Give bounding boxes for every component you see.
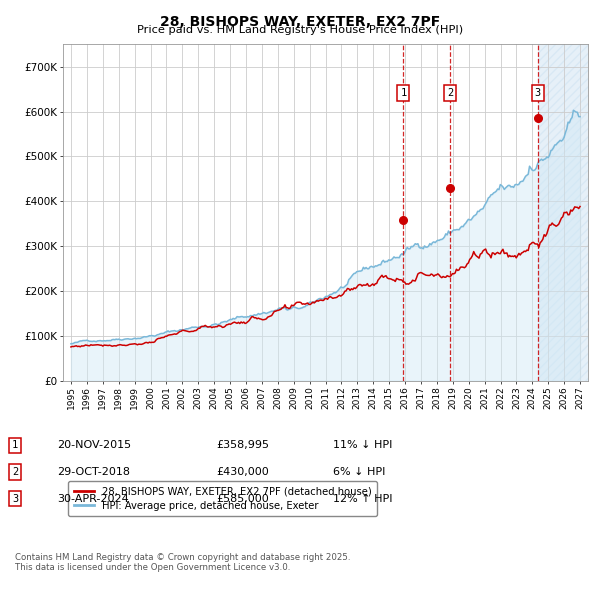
Text: 3: 3 (12, 494, 18, 503)
Text: 3: 3 (535, 88, 541, 98)
Text: 28, BISHOPS WAY, EXETER, EX2 7PF: 28, BISHOPS WAY, EXETER, EX2 7PF (160, 15, 440, 29)
Text: 2: 2 (12, 467, 18, 477)
Legend: 28, BISHOPS WAY, EXETER, EX2 7PF (detached house), HPI: Average price, detached : 28, BISHOPS WAY, EXETER, EX2 7PF (detach… (68, 481, 377, 516)
Bar (538, 44, 588, 381)
Text: 1: 1 (12, 441, 18, 450)
Text: 12% ↑ HPI: 12% ↑ HPI (333, 494, 392, 503)
Text: 11% ↓ HPI: 11% ↓ HPI (333, 441, 392, 450)
Text: Contains HM Land Registry data © Crown copyright and database right 2025.
This d: Contains HM Land Registry data © Crown c… (15, 553, 350, 572)
Text: 20-NOV-2015: 20-NOV-2015 (57, 441, 131, 450)
Text: 1: 1 (400, 88, 407, 98)
Text: 6% ↓ HPI: 6% ↓ HPI (333, 467, 385, 477)
Text: 29-OCT-2018: 29-OCT-2018 (57, 467, 130, 477)
Text: £358,995: £358,995 (216, 441, 269, 450)
Text: £585,000: £585,000 (216, 494, 269, 503)
Text: 2: 2 (447, 88, 453, 98)
Text: 30-APR-2024: 30-APR-2024 (57, 494, 129, 503)
Text: Price paid vs. HM Land Registry's House Price Index (HPI): Price paid vs. HM Land Registry's House … (137, 25, 463, 35)
Text: £430,000: £430,000 (216, 467, 269, 477)
